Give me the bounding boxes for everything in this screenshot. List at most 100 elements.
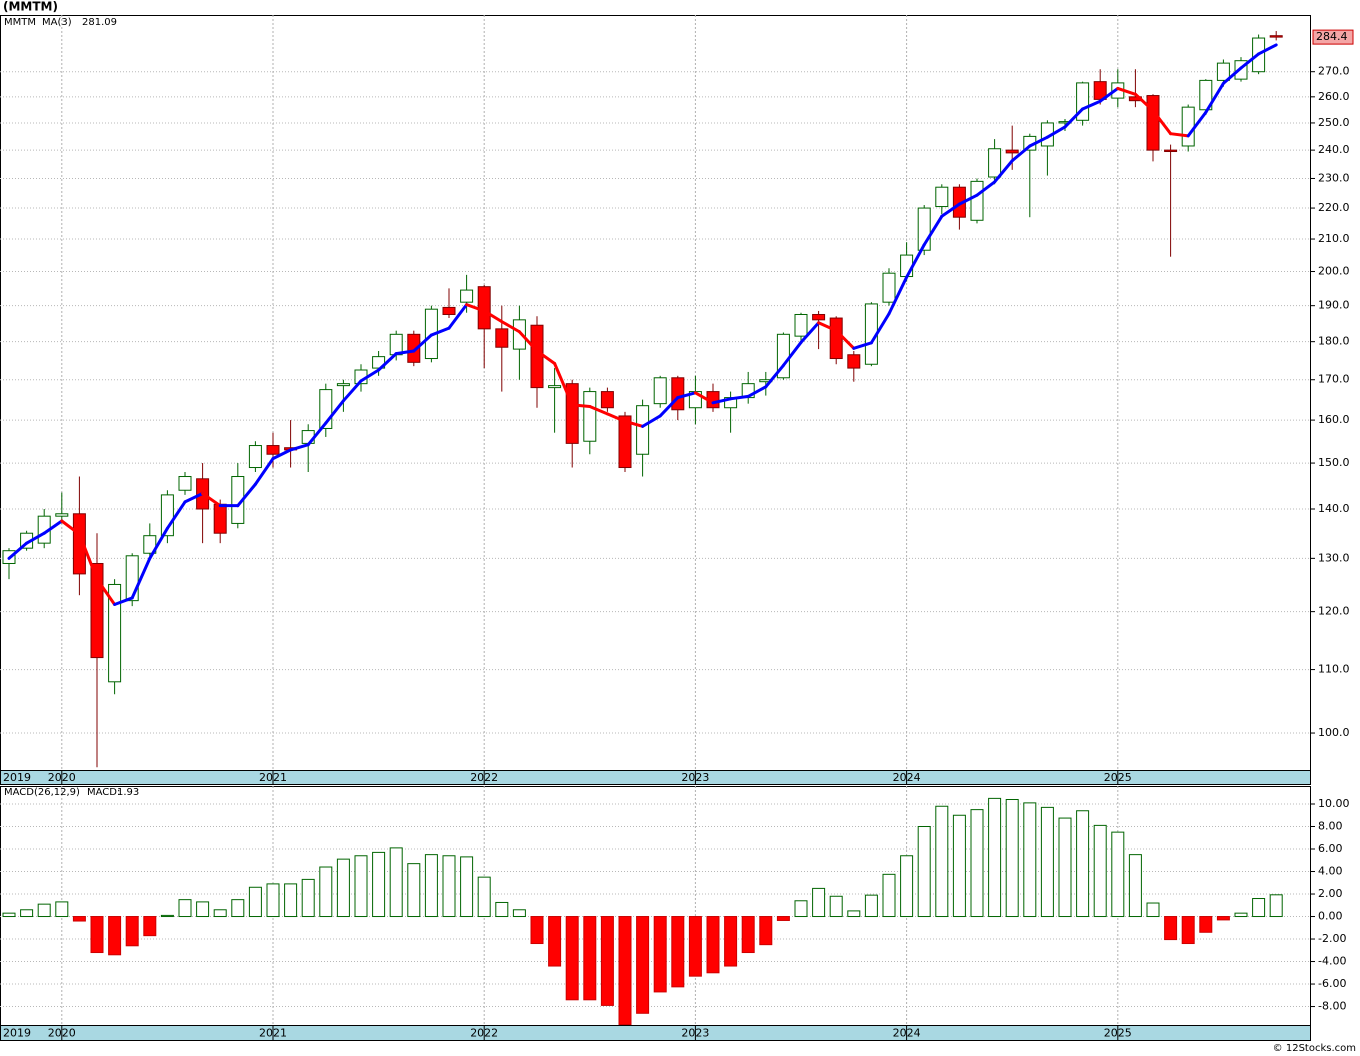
macd-bar [1128,854,1142,918]
candle-body [442,306,456,315]
candle-body [125,555,139,602]
macd-bar [125,916,139,947]
macd-bar [460,856,474,918]
y-tick-label: 0.00 [1318,910,1343,923]
x-tick-label: 2022 [470,1027,498,1040]
ma-segment [676,391,697,400]
ma-segment [623,419,645,428]
x-tick-label: 2020 [48,1027,76,1040]
candle-body [618,415,632,469]
x-tick-label: 2025 [1104,1027,1132,1040]
candle-body [1181,106,1195,147]
legend-macd-prefix: MACD: [87,787,120,798]
ma-segment [781,340,803,367]
macd-bar [301,878,315,918]
x-tick-label: 2021 [259,1027,287,1040]
price-tag [1312,29,1354,45]
macd-bar [143,916,157,937]
ma-segment [500,320,521,334]
ma-segment [1239,52,1261,70]
ma-segment [412,333,433,353]
macd-bar [160,914,174,918]
macd-bar [442,855,456,918]
macd-bar [829,895,843,918]
macd-bar [1269,894,1283,918]
y-tick-label: 170.0 [1318,373,1350,386]
ma-segment [289,443,310,452]
macd-bar [1181,916,1195,945]
y-tick-label: 270.0 [1318,65,1350,78]
ma-segment [852,341,873,350]
macd-bar [213,909,227,918]
macd-bar [776,916,790,921]
candle-body [266,445,280,455]
ma-segment [183,491,205,504]
ma-segment [535,349,557,365]
candle-body [583,391,597,442]
macd-bar [794,900,808,918]
macd-bar [20,909,34,918]
macd-bar [812,887,826,918]
ma-segment [957,193,979,206]
y-tick-label: 4.00 [1318,865,1343,878]
ma-segment [324,399,345,425]
macd-bar [653,916,667,993]
candle-body [530,324,544,389]
price-tag-label: 284.4 [1316,30,1348,43]
macd-bar [389,847,403,918]
ma-segment [922,214,944,247]
candle-body [671,377,685,411]
ma-segment [42,519,64,535]
ma-segment [1169,132,1190,138]
candle-body [794,313,808,337]
macd-bar [970,809,984,918]
macd-bar [1234,912,1248,918]
candle-body [143,535,157,554]
macd-bar [1005,799,1019,918]
ma-segment [799,321,821,344]
macd-bar [917,826,931,918]
macd-bar [108,916,122,956]
ma-segment [553,361,574,407]
candle-body [847,354,861,369]
y-tick-label: -2.00 [1318,932,1346,945]
ma-segment [1133,92,1155,113]
legend-symbol: MMTM [4,17,36,28]
candle-body [653,377,667,405]
macd-bar [512,909,526,918]
y-tick-label: -8.00 [1318,1000,1346,1013]
candle-body [108,583,122,683]
ma-segment [1151,109,1173,136]
ma-segment [1186,110,1208,138]
ma-segment [1116,86,1137,96]
macd-bar [178,899,192,918]
macd-bar [1216,916,1230,921]
y-tick-label: 150.0 [1318,456,1350,469]
candle-body [636,405,650,455]
candle-body [988,148,1002,178]
candle-body [1005,149,1019,154]
y-tick-label: 130.0 [1318,551,1350,564]
ma-segment [641,414,662,428]
ma-segment [95,577,117,606]
x-tick-label: 2022 [470,771,498,784]
macd-bar [319,866,333,918]
macd-bar [565,916,579,1001]
macd-bar [952,814,966,918]
ma-segment [1204,81,1225,114]
candle-body [460,289,474,303]
macd-bar [706,916,720,974]
y-tick-label: 240.0 [1318,143,1350,156]
macd-bar [1111,831,1125,918]
ma-segment [993,159,1014,184]
macd-bar [336,858,350,918]
y-tick-label: 10.00 [1318,797,1350,810]
macd-bar [741,916,755,954]
ma-segment [377,352,398,372]
ma-segment [1081,99,1102,111]
y-tick-label: 180.0 [1318,335,1350,348]
macd-bar [1093,824,1107,918]
y-tick-label: 160.0 [1318,413,1350,426]
ma-segment [465,303,486,313]
macd-bar [636,916,650,1014]
